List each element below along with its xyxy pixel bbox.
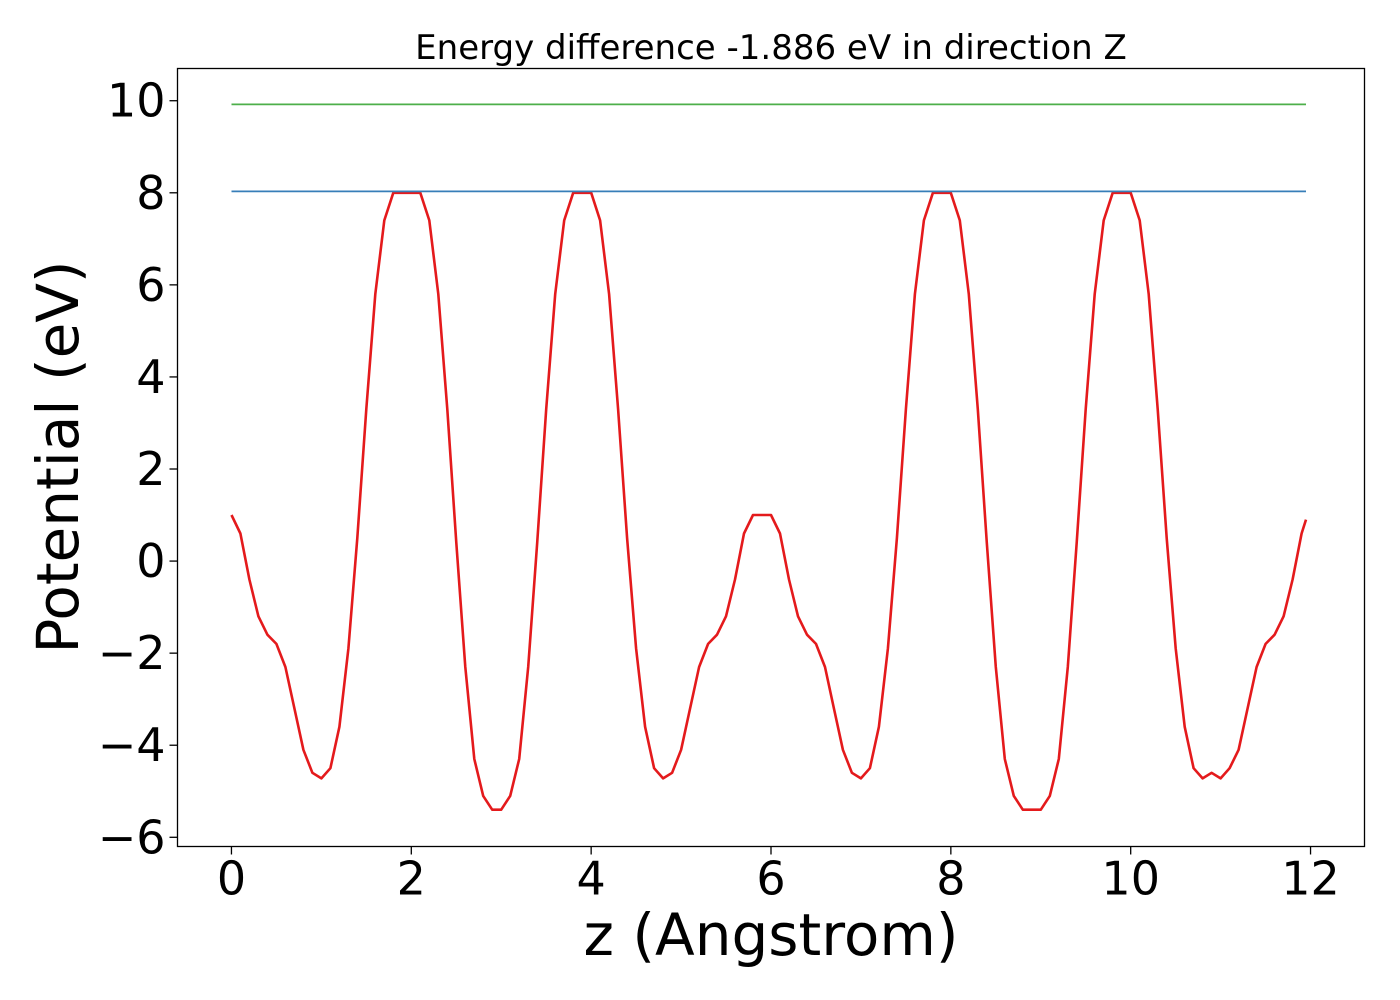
y-tick-label: 4 [136,350,165,404]
x-tick-label: 2 [397,852,426,906]
chart-title: Energy difference -1.886 eV in direction… [415,28,1127,68]
y-tick-label: 8 [136,166,165,220]
series-line-0 [230,191,1308,812]
y-tick-label: 0 [136,534,165,588]
y-tick-label: −6 [98,810,166,864]
y-tick-label: 2 [136,442,165,496]
x-tick-label: 12 [1281,852,1340,906]
y-tick-label: −4 [98,718,166,772]
x-tick-label: 8 [936,852,965,906]
x-tick-label: 10 [1101,852,1160,906]
y-axis-label: Potential (eV) [24,260,92,653]
y-axis: −6 −4 −2 0 2 4 6 8 10 [98,74,178,864]
x-axis: 0 2 4 6 8 10 12 [217,846,1340,906]
plot-area [230,103,1308,812]
x-tick-label: 6 [756,852,785,906]
y-tick-label: −2 [98,626,166,680]
x-tick-label: 0 [217,852,246,906]
y-tick-label: 10 [107,74,166,128]
y-tick-label: 6 [136,258,165,312]
x-axis-label: z (Angstrom) [584,901,959,969]
x-tick-label: 4 [577,852,606,906]
